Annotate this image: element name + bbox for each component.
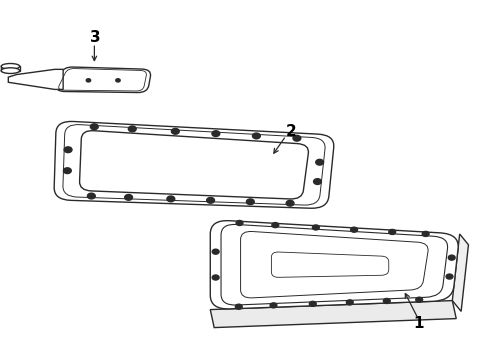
Circle shape bbox=[235, 304, 242, 309]
Polygon shape bbox=[451, 234, 468, 311]
PathPatch shape bbox=[210, 221, 457, 309]
Circle shape bbox=[269, 303, 276, 308]
Text: 1: 1 bbox=[412, 316, 423, 332]
PathPatch shape bbox=[57, 67, 150, 93]
Circle shape bbox=[86, 79, 90, 82]
Ellipse shape bbox=[1, 63, 20, 69]
Polygon shape bbox=[8, 69, 63, 89]
Circle shape bbox=[447, 255, 454, 260]
Circle shape bbox=[236, 220, 243, 225]
PathPatch shape bbox=[240, 231, 427, 298]
Circle shape bbox=[309, 301, 316, 306]
Circle shape bbox=[292, 135, 300, 141]
Circle shape bbox=[166, 196, 174, 202]
Circle shape bbox=[285, 200, 293, 206]
Circle shape bbox=[421, 231, 428, 237]
Circle shape bbox=[128, 126, 136, 132]
Circle shape bbox=[171, 129, 179, 134]
Circle shape bbox=[445, 274, 452, 279]
PathPatch shape bbox=[271, 252, 388, 277]
PathPatch shape bbox=[221, 224, 447, 305]
Circle shape bbox=[312, 225, 319, 230]
Circle shape bbox=[63, 168, 71, 174]
Circle shape bbox=[350, 227, 357, 232]
Circle shape bbox=[315, 159, 323, 165]
Circle shape bbox=[211, 131, 219, 136]
Text: 2: 2 bbox=[285, 124, 296, 139]
Circle shape bbox=[90, 124, 98, 130]
Polygon shape bbox=[1, 66, 20, 71]
Circle shape bbox=[383, 298, 389, 303]
Circle shape bbox=[246, 199, 254, 204]
PathPatch shape bbox=[80, 131, 308, 199]
Text: 3: 3 bbox=[90, 30, 101, 45]
PathPatch shape bbox=[54, 121, 333, 208]
Circle shape bbox=[313, 179, 321, 184]
Circle shape bbox=[116, 79, 120, 82]
Circle shape bbox=[252, 133, 260, 139]
Polygon shape bbox=[210, 301, 455, 328]
Circle shape bbox=[124, 194, 132, 200]
Circle shape bbox=[388, 229, 395, 234]
Circle shape bbox=[415, 297, 422, 302]
Ellipse shape bbox=[1, 68, 20, 73]
Circle shape bbox=[346, 300, 352, 305]
Circle shape bbox=[206, 197, 214, 203]
Circle shape bbox=[212, 275, 219, 280]
Circle shape bbox=[64, 147, 72, 153]
Circle shape bbox=[271, 222, 278, 228]
Circle shape bbox=[212, 249, 219, 254]
Circle shape bbox=[87, 193, 95, 199]
